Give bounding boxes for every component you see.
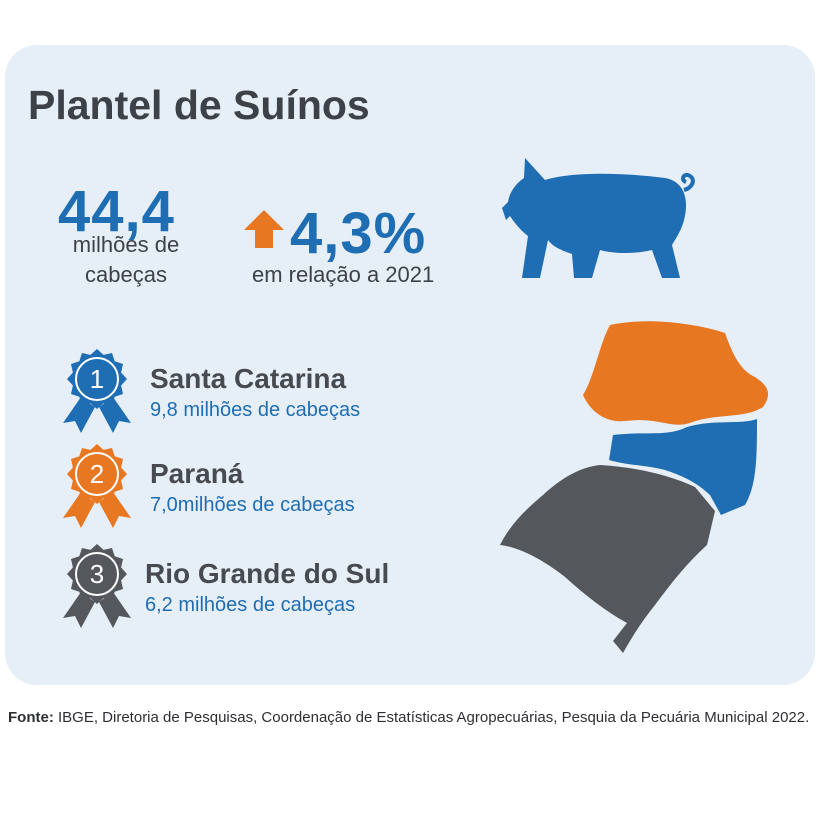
map [500,321,769,653]
total-unit: cabeças [85,262,167,287]
rank-number: 1 [90,364,104,394]
growth-value: 4,3% [290,201,427,266]
rank-number: 2 [90,459,104,489]
footer-text: IBGE, Diretoria de Pesquisas, Coordenaçã… [58,709,810,726]
rank-detail: 6,2 milhões de cabeças [145,594,356,616]
title: Plantel de Suínos [28,82,370,128]
pig-icon [502,158,695,278]
footer: Fonte: IBGE, Diretoria de Pesquisas, Coo… [8,708,818,728]
badge: 2 [63,444,131,528]
rank-state: Santa Catarina [150,363,347,394]
footer-label: Fonte: [8,709,54,726]
badge: 1 [63,349,131,433]
total-unit: milhões de [72,232,180,257]
rank-state: Paraná [150,458,244,489]
rank-detail: 7,0milhões de cabeças [150,494,355,516]
rank-number: 3 [90,559,104,589]
badge: 3 [63,544,131,628]
total-value: 44,4 [58,179,175,244]
up-arrow [244,210,284,248]
rank-state: Rio Grande do Sul [145,558,390,589]
rank-detail: 9,8 milhões de cabeças [150,399,361,421]
growth-note: em relação a 2021 [252,262,435,287]
